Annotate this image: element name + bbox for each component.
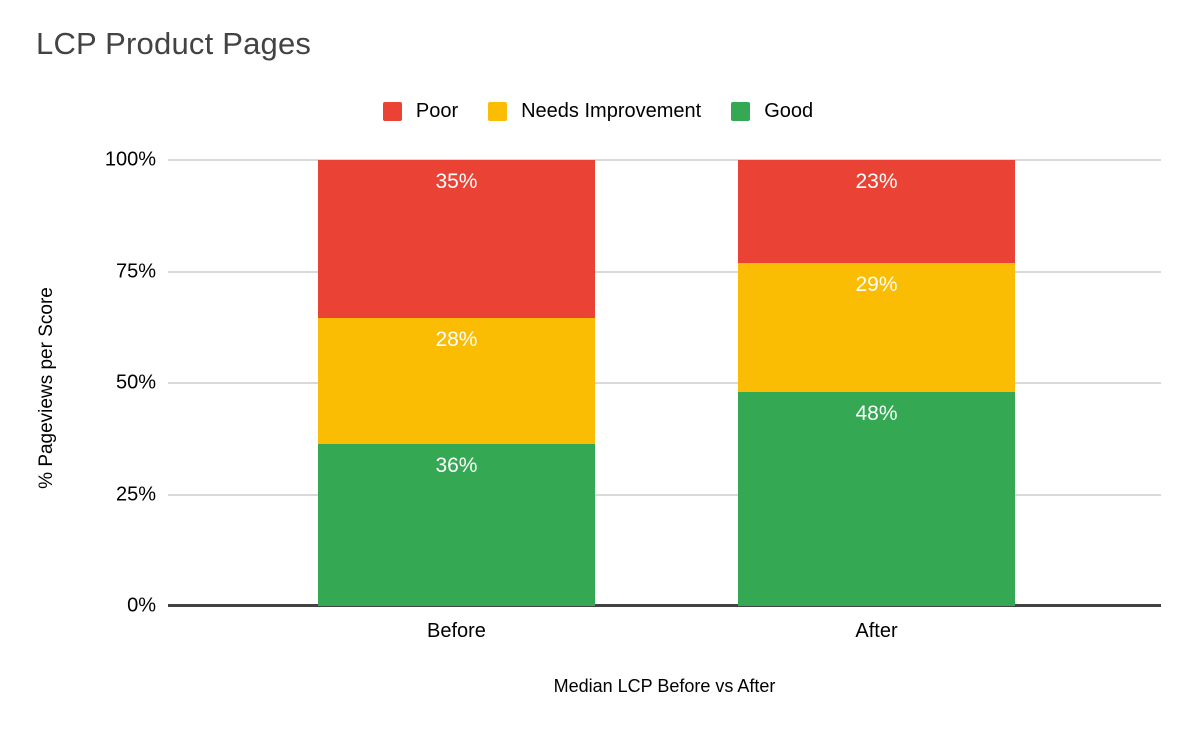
bar-data-label: 48% [855, 401, 898, 425]
x-category-label-before: Before [426, 620, 486, 642]
x-axis-title: Median LCP Before vs After [553, 676, 776, 696]
gridline-100 [168, 159, 1161, 161]
y-tick-label-0: 0% [127, 594, 156, 617]
bar-segment-before-good: 36% [317, 443, 595, 606]
bar-segment-after-poor: 23% [737, 160, 1016, 263]
legend-item-poor: Poor [382, 99, 459, 123]
bar-segment-before-needs-improvement: 28% [317, 317, 595, 444]
legend-item-needs-improvement: Needs Improvement [488, 100, 701, 123]
legend-label: Good [764, 99, 814, 122]
bar-before: 35% 28% 36% [317, 160, 595, 606]
gridline-50 [168, 382, 1161, 384]
bar-data-label: 23% [855, 170, 898, 193]
legend-label: Needs Improvement [521, 99, 702, 122]
y-tick-label-25: 25% [115, 483, 156, 505]
y-tick-label-75: 75% [115, 260, 156, 282]
x-axis-line [168, 604, 1161, 607]
legend-swatch-icon [488, 101, 508, 121]
bar-segment-after-good: 48% [737, 391, 1016, 606]
x-category-label-after: After [855, 620, 898, 642]
legend-item-good: Good [731, 100, 813, 123]
bar-data-label: 29% [855, 272, 898, 296]
bar-data-label: 36% [435, 453, 478, 477]
bar-segment-before-poor: 35% [317, 160, 595, 318]
y-tick-label-50: 50% [115, 371, 156, 394]
legend: Poor Needs Improvement Good [0, 97, 1196, 125]
legend-label: Poor [415, 99, 459, 122]
bar-after: 23% 29% 48% [737, 160, 1016, 606]
chart-title: LCP Product Pages [36, 26, 312, 61]
bar-data-label: 28% [435, 327, 478, 351]
legend-swatch-icon [382, 101, 402, 121]
bar-segment-after-needs-improvement: 29% [737, 262, 1016, 392]
bar-data-label: 35% [435, 170, 478, 193]
y-axis-title: % Pageviews per Score [36, 287, 57, 489]
y-tick-label-100: 100% [104, 148, 156, 171]
gridline-25 [168, 493, 1161, 496]
gridline-75 [168, 270, 1161, 273]
legend-swatch-icon [731, 101, 751, 121]
plot-area: 0% 25% 50% 75% 100% 35% 28% 36% Before 23% 29% 48% A… [105, 149, 1161, 642]
